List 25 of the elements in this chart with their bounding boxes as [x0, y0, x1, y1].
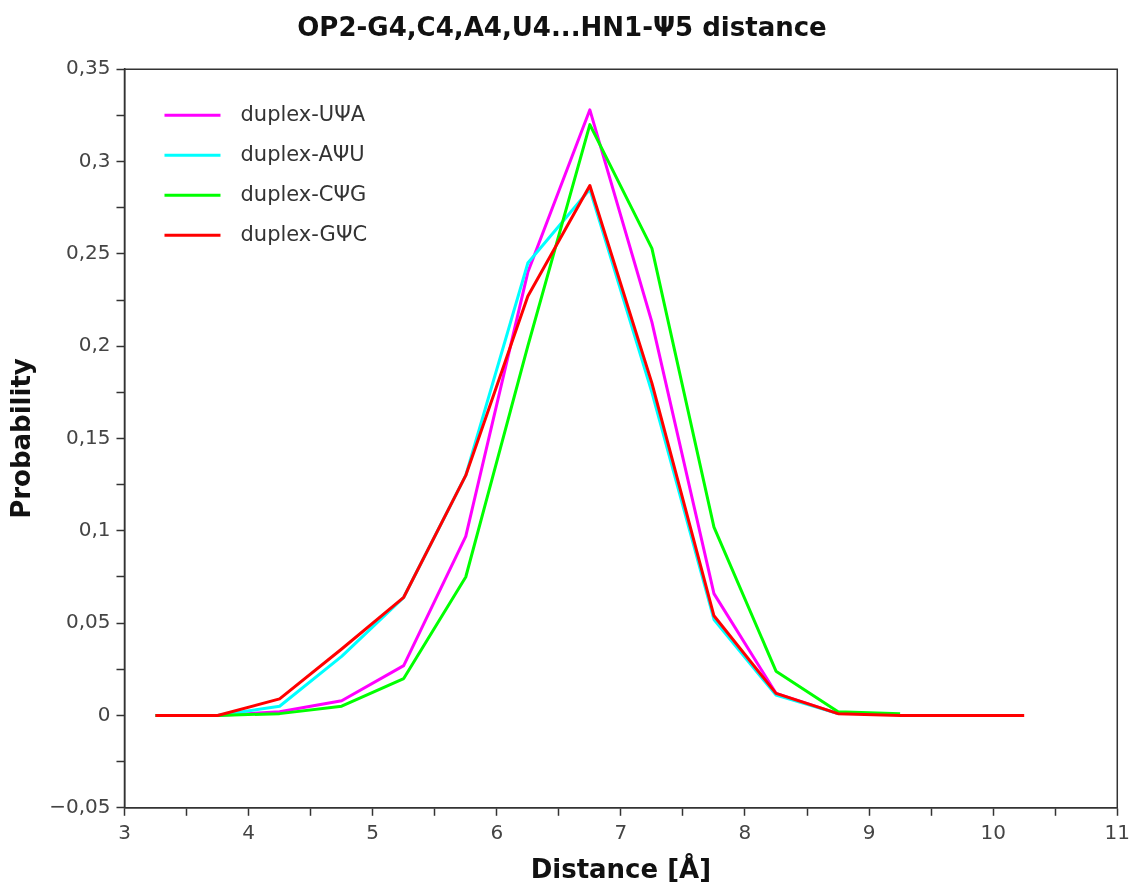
x-axis-title: Distance [Å]	[530, 853, 712, 885]
x-tick-label: 10	[980, 820, 1006, 844]
y-tick-label: 0,15	[65, 424, 111, 449]
x-tick-label: 8	[738, 820, 752, 844]
chart-title: OP2-G4,C4,A4,U4...HN1-Ψ5 distance	[297, 12, 827, 43]
x-tick-label: 4	[242, 820, 255, 844]
y-tick-label: 0,25	[65, 240, 111, 265]
x-tick-label: 11	[1104, 820, 1130, 844]
y-tick-label: 0,35	[65, 55, 111, 80]
y-tick-label: 0,3	[78, 147, 111, 172]
x-tick-label: 7	[614, 820, 628, 844]
y-tick-label: 0	[97, 701, 111, 726]
x-tick-label: 3	[118, 820, 131, 844]
x-tick-label: 9	[862, 820, 876, 844]
legend-label: duplex-GΨC	[240, 221, 368, 246]
x-tick-label: 5	[366, 820, 380, 844]
legend-label: duplex-UΨA	[240, 101, 366, 126]
y-tick-label: 0,2	[78, 332, 111, 357]
x-tick-label: 6	[490, 820, 504, 844]
legend-label: duplex-CΨG	[240, 181, 367, 206]
y-axis-title: Probability	[6, 358, 37, 519]
y-tick-label: 0,05	[65, 609, 111, 634]
y-tick-label: 0,1	[78, 517, 111, 542]
y-tick-label: −0,05	[49, 794, 111, 818]
legend-label: duplex-AΨU	[240, 141, 365, 166]
